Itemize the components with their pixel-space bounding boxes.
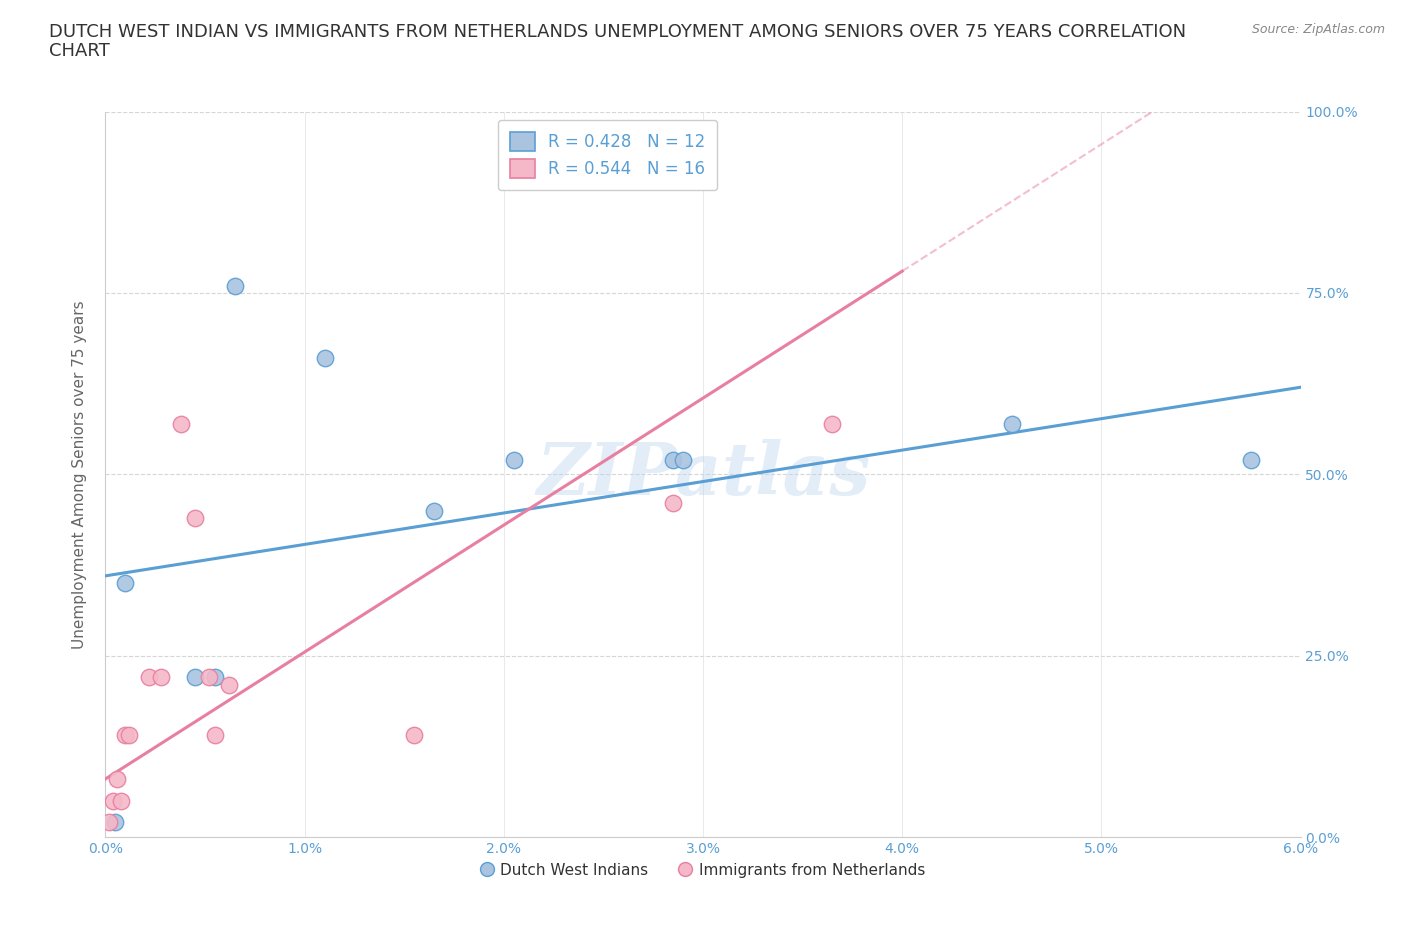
Point	[423, 503, 446, 518]
Point	[150, 670, 173, 684]
Point	[138, 670, 160, 684]
Text: ZIPatlas: ZIPatlas	[536, 439, 870, 510]
Point	[107, 772, 129, 787]
Y-axis label: Unemployment Among Seniors over 75 years: Unemployment Among Seniors over 75 years	[72, 300, 87, 648]
Point	[104, 815, 127, 830]
Point	[204, 728, 226, 743]
Point	[204, 670, 226, 684]
Point	[224, 278, 246, 293]
Point	[502, 452, 524, 467]
Point	[314, 351, 336, 365]
Point	[184, 511, 207, 525]
Point	[821, 416, 844, 431]
Point	[114, 728, 136, 743]
Point	[170, 416, 193, 431]
Point	[218, 677, 240, 692]
Point	[1240, 452, 1263, 467]
Text: CHART: CHART	[49, 42, 110, 60]
Point	[103, 793, 125, 808]
Text: Source: ZipAtlas.com: Source: ZipAtlas.com	[1251, 23, 1385, 36]
Point	[98, 815, 121, 830]
Point	[602, 148, 624, 163]
Point	[662, 496, 685, 511]
Point	[118, 728, 141, 743]
Point	[672, 452, 695, 467]
Point	[198, 670, 221, 684]
Point	[404, 728, 426, 743]
Point	[1001, 416, 1024, 431]
Point	[184, 670, 207, 684]
Point	[662, 452, 685, 467]
Text: DUTCH WEST INDIAN VS IMMIGRANTS FROM NETHERLANDS UNEMPLOYMENT AMONG SENIORS OVER: DUTCH WEST INDIAN VS IMMIGRANTS FROM NET…	[49, 23, 1187, 41]
Point	[110, 793, 132, 808]
Point	[114, 576, 136, 591]
Legend: Dutch West Indians, Immigrants from Netherlands: Dutch West Indians, Immigrants from Neth…	[474, 857, 932, 884]
